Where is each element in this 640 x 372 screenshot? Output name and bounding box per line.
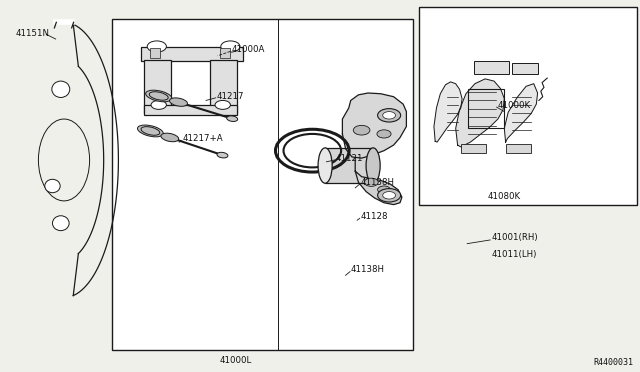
Bar <box>220 48 230 58</box>
Ellipse shape <box>146 90 172 102</box>
Circle shape <box>378 186 390 193</box>
Text: 41121: 41121 <box>335 154 363 163</box>
Ellipse shape <box>149 92 168 100</box>
Ellipse shape <box>141 126 160 135</box>
Polygon shape <box>456 79 504 147</box>
Circle shape <box>147 41 166 52</box>
Circle shape <box>364 178 378 186</box>
Bar <box>144 105 237 115</box>
Ellipse shape <box>138 125 163 137</box>
Ellipse shape <box>52 81 70 97</box>
Text: 41001(RH): 41001(RH) <box>492 233 538 242</box>
Text: 41217+A: 41217+A <box>182 134 223 143</box>
Ellipse shape <box>45 179 60 193</box>
Ellipse shape <box>217 152 228 158</box>
Text: 41217: 41217 <box>216 92 244 101</box>
Text: 41000K: 41000K <box>498 101 531 110</box>
Circle shape <box>383 192 396 199</box>
Bar <box>468 89 504 128</box>
Circle shape <box>215 100 230 109</box>
Bar <box>506 144 531 153</box>
Bar <box>112 19 413 350</box>
Ellipse shape <box>170 98 188 106</box>
Circle shape <box>221 41 240 52</box>
Bar <box>325 148 373 183</box>
Text: 41138H: 41138H <box>351 265 385 274</box>
Ellipse shape <box>227 116 237 122</box>
Polygon shape <box>504 84 538 142</box>
Polygon shape <box>434 82 462 142</box>
Text: 41151N: 41151N <box>16 29 50 38</box>
Bar <box>474 61 509 74</box>
Circle shape <box>353 125 370 135</box>
Text: R4400031: R4400031 <box>594 358 634 367</box>
Polygon shape <box>355 158 402 205</box>
Text: 41011(LH): 41011(LH) <box>492 250 537 259</box>
Circle shape <box>377 130 391 138</box>
Text: 41000L: 41000L <box>220 356 252 365</box>
Ellipse shape <box>366 148 380 183</box>
Circle shape <box>151 100 166 109</box>
Circle shape <box>378 109 401 122</box>
Polygon shape <box>342 93 406 158</box>
Bar <box>512 63 538 74</box>
Circle shape <box>378 189 401 202</box>
Ellipse shape <box>318 148 332 183</box>
Text: 41138H: 41138H <box>360 178 394 187</box>
Ellipse shape <box>161 133 179 142</box>
Text: 41128: 41128 <box>360 212 388 221</box>
Bar <box>144 60 171 113</box>
Bar <box>210 60 237 113</box>
Circle shape <box>383 112 396 119</box>
Text: 41080K: 41080K <box>488 192 521 201</box>
Bar <box>461 144 486 153</box>
Text: 41000A: 41000A <box>232 45 265 54</box>
Ellipse shape <box>52 216 69 231</box>
Bar <box>141 47 243 61</box>
Bar <box>419 7 637 205</box>
Bar <box>150 48 160 58</box>
